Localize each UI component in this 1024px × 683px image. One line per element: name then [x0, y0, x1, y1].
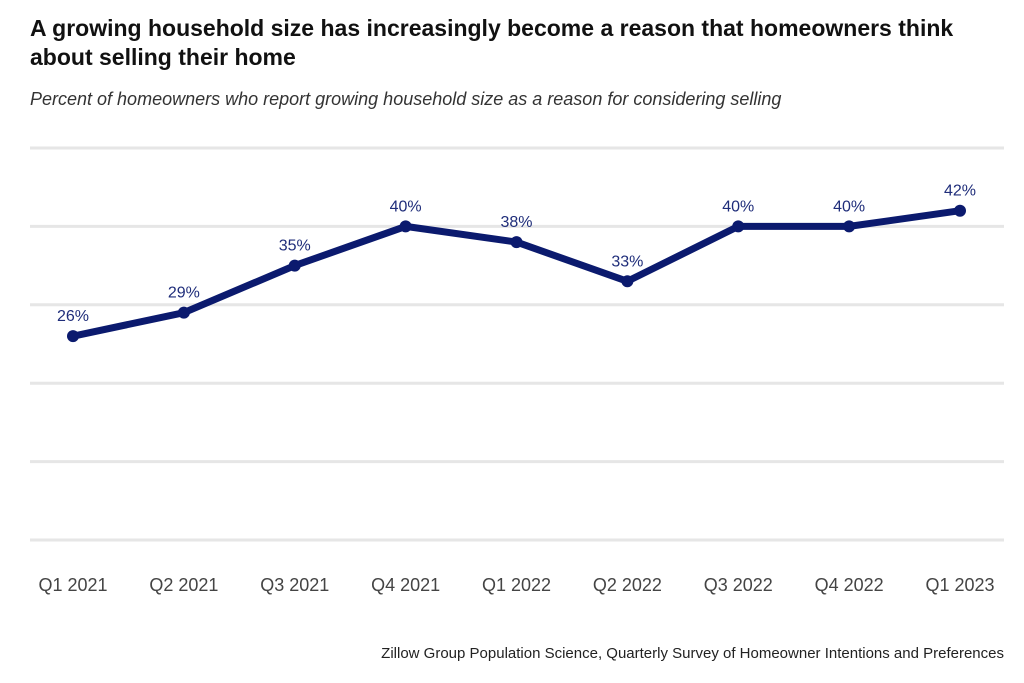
data-label: 35%	[279, 238, 311, 255]
data-point	[288, 259, 301, 272]
data-point	[177, 306, 190, 319]
data-point	[621, 275, 634, 288]
chart-subtitle: Percent of homeowners who report growing…	[30, 89, 782, 109]
data-point	[954, 204, 966, 217]
x-tick-label: Q1 2023	[925, 575, 994, 595]
x-tick-label: Q3 2021	[260, 575, 329, 595]
data-point	[399, 220, 412, 233]
chart-title: A growing household size has increasingl…	[30, 15, 954, 70]
x-tick-label: Q4 2022	[815, 575, 884, 595]
data-point	[732, 220, 745, 233]
data-label: 26%	[57, 308, 89, 325]
x-tick-label: Q2 2022	[593, 575, 662, 595]
data-label: 40%	[833, 198, 865, 215]
x-tick-label: Q3 2022	[704, 575, 773, 595]
data-point	[843, 220, 856, 233]
data-label: 40%	[390, 198, 422, 215]
data-label: 38%	[500, 214, 532, 231]
x-tick-label: Q4 2021	[371, 575, 440, 595]
data-points	[67, 204, 966, 343]
x-tick-label: Q2 2021	[149, 575, 218, 595]
data-label: 40%	[722, 198, 754, 215]
x-tick-label: Q1 2022	[482, 575, 551, 595]
data-label: 29%	[168, 285, 200, 302]
x-axis-tick-labels: Q1 2021 Q2 2021 Q3 2021 Q4 2021 Q1 2022 Q2 20…	[38, 575, 994, 595]
x-tick-label: Q1 2021	[38, 575, 107, 595]
data-point	[510, 236, 523, 249]
source-note: Zillow Group Population Science, Quarter…	[381, 645, 1004, 662]
data-label: 33%	[611, 253, 643, 270]
data-point	[67, 330, 79, 343]
data-labels: 26% 29% 35% 40% 38% 33% 40% 40% 42%	[57, 183, 976, 325]
data-label: 42%	[944, 183, 976, 200]
